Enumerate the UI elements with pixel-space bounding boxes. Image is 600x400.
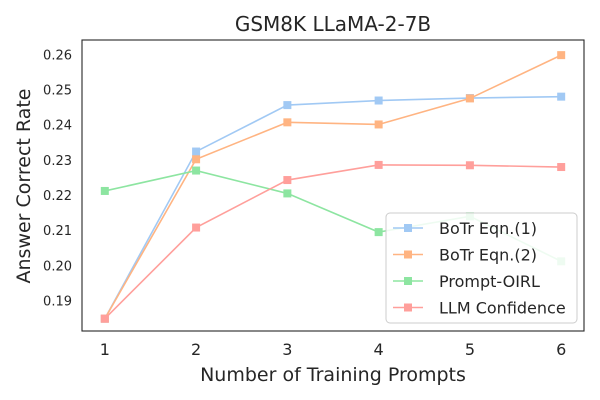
legend: BoTr Eqn.(1) BoTr Eqn.(2) Prompt-OIRL LLM C… [385,212,578,324]
data-point [374,228,383,237]
data-point [283,189,292,198]
data-point [192,223,201,232]
data-point [283,176,292,185]
legend-entry: BoTr Eqn.(1) [393,219,537,238]
legend-entry: BoTr Eqn.(2) [393,246,537,265]
legend-entry: LLM Confidence [393,299,566,318]
legend-marker [404,277,412,285]
data-point [557,92,566,101]
legend-label: Prompt-OIRL [439,272,540,291]
y-axis-label: Answer Correct Rate [13,89,35,284]
series-line [104,54,562,320]
x-tick-label: 3 [282,340,292,359]
data-point [557,51,566,60]
series-line [104,95,562,320]
data-point [557,163,566,172]
data-point [283,101,292,110]
chart-title: GSM8K LLaMA-2-7B [235,12,431,36]
x-tick-label: 5 [465,340,475,359]
x-tick-label: 4 [374,340,384,359]
y-tick-label: 0.23 [43,154,72,169]
data-point [100,186,109,195]
plot-area [81,39,585,332]
legend-label: BoTr Eqn.(2) [439,246,537,265]
legend-entry: Prompt-OIRL [393,272,540,291]
y-axis: 0.19 0.20 0.21 0.22 0.23 0.24 0.25 0.26 [43,48,72,309]
y-tick-label: 0.24 [43,119,72,134]
data-point [465,94,474,103]
x-tick-label: 1 [100,340,110,359]
legend-label: LLM Confidence [439,299,566,318]
x-tick-label: 2 [191,340,201,359]
series-line [104,164,562,320]
data-point [192,155,201,164]
legend-marker [404,250,412,259]
y-tick-label: 0.20 [43,259,72,274]
x-axis-label: Number of Training Prompts [200,364,466,386]
data-point [374,120,383,129]
data-point [192,147,201,156]
data-point [374,160,383,169]
series-4 [100,160,566,323]
data-point [100,314,109,323]
data-point [374,96,383,105]
legend-marker [404,303,412,312]
y-tick-label: 0.26 [43,48,72,63]
legend-label: BoTr Eqn.(1) [439,219,537,238]
y-tick-label: 0.22 [43,189,72,204]
legend-marker [404,224,412,232]
data-point [192,166,201,175]
x-axis: 1 2 3 4 5 6 [100,340,567,359]
y-tick-label: 0.19 [43,295,72,310]
y-tick-label: 0.21 [43,224,72,239]
data-point [283,118,292,127]
legend-frame [385,212,578,324]
data-point [465,161,474,170]
x-tick-label: 6 [556,340,566,359]
plot-frame [81,39,585,332]
y-tick-label: 0.25 [43,83,72,98]
